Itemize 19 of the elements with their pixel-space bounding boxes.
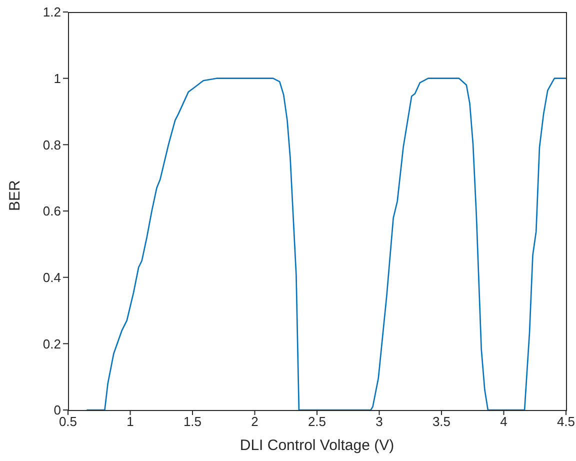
x-tick-label: 1.5 bbox=[183, 414, 202, 430]
x-tick-label: 2 bbox=[251, 414, 258, 430]
line-series bbox=[86, 78, 566, 410]
y-tick-label: 1 bbox=[54, 70, 61, 86]
x-tick-label: 1 bbox=[126, 414, 134, 430]
y-axis-title: BER bbox=[6, 180, 24, 211]
x-tick-label: 3.5 bbox=[432, 414, 451, 430]
x-tick-label: 0.5 bbox=[58, 414, 78, 430]
y-tick-label: 0.2 bbox=[42, 336, 61, 352]
x-axis-title: DLI Control Voltage (V) bbox=[240, 437, 394, 454]
y-tick-label: 0.6 bbox=[42, 204, 61, 219]
x-tick-label: 3 bbox=[376, 414, 383, 430]
x-tick-label: 4.5 bbox=[556, 414, 576, 430]
x-tick-label: 4 bbox=[500, 414, 508, 430]
y-tick-label: 0.8 bbox=[42, 137, 61, 152]
x-tick-label: 2.5 bbox=[308, 414, 326, 430]
y-tick-label: 1.2 bbox=[42, 4, 61, 20]
y-tick-label: 0.4 bbox=[42, 270, 61, 285]
y-tick-label: 0 bbox=[54, 402, 61, 418]
